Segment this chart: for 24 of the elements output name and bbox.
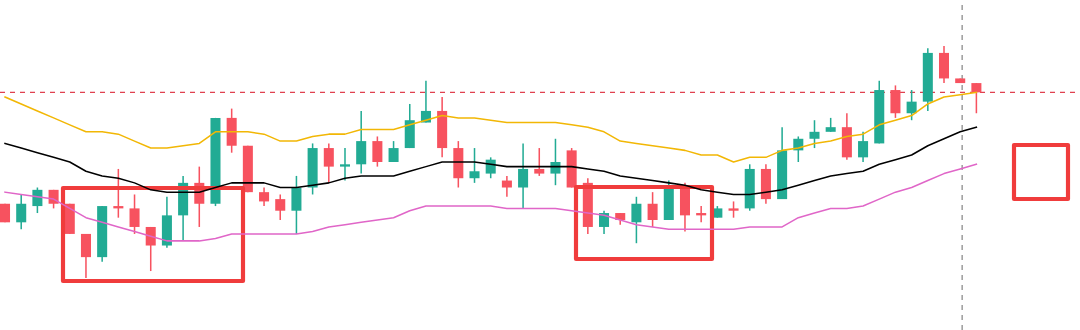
candlestick xyxy=(80,233,91,279)
candlestick xyxy=(356,110,367,175)
candlestick xyxy=(339,147,351,182)
candlestick xyxy=(275,193,286,221)
candlestick xyxy=(647,191,658,228)
candlestick xyxy=(501,175,512,198)
candlestick xyxy=(420,79,431,124)
candlestick xyxy=(372,135,383,168)
candlestick xyxy=(550,138,561,186)
candlestick xyxy=(906,89,917,121)
candlestick xyxy=(534,147,545,177)
candlestick xyxy=(291,175,302,235)
candlestick xyxy=(323,142,334,184)
candlestick xyxy=(858,131,869,163)
candlestick xyxy=(469,147,480,184)
candlestick xyxy=(809,119,820,149)
candlestick xyxy=(631,196,642,244)
candlestick xyxy=(971,82,982,115)
candlestick xyxy=(388,140,399,163)
candlestick xyxy=(16,193,27,231)
candlestick xyxy=(890,84,901,119)
candlestick xyxy=(129,193,140,235)
candlestick xyxy=(259,186,270,207)
candlestick xyxy=(518,142,529,210)
